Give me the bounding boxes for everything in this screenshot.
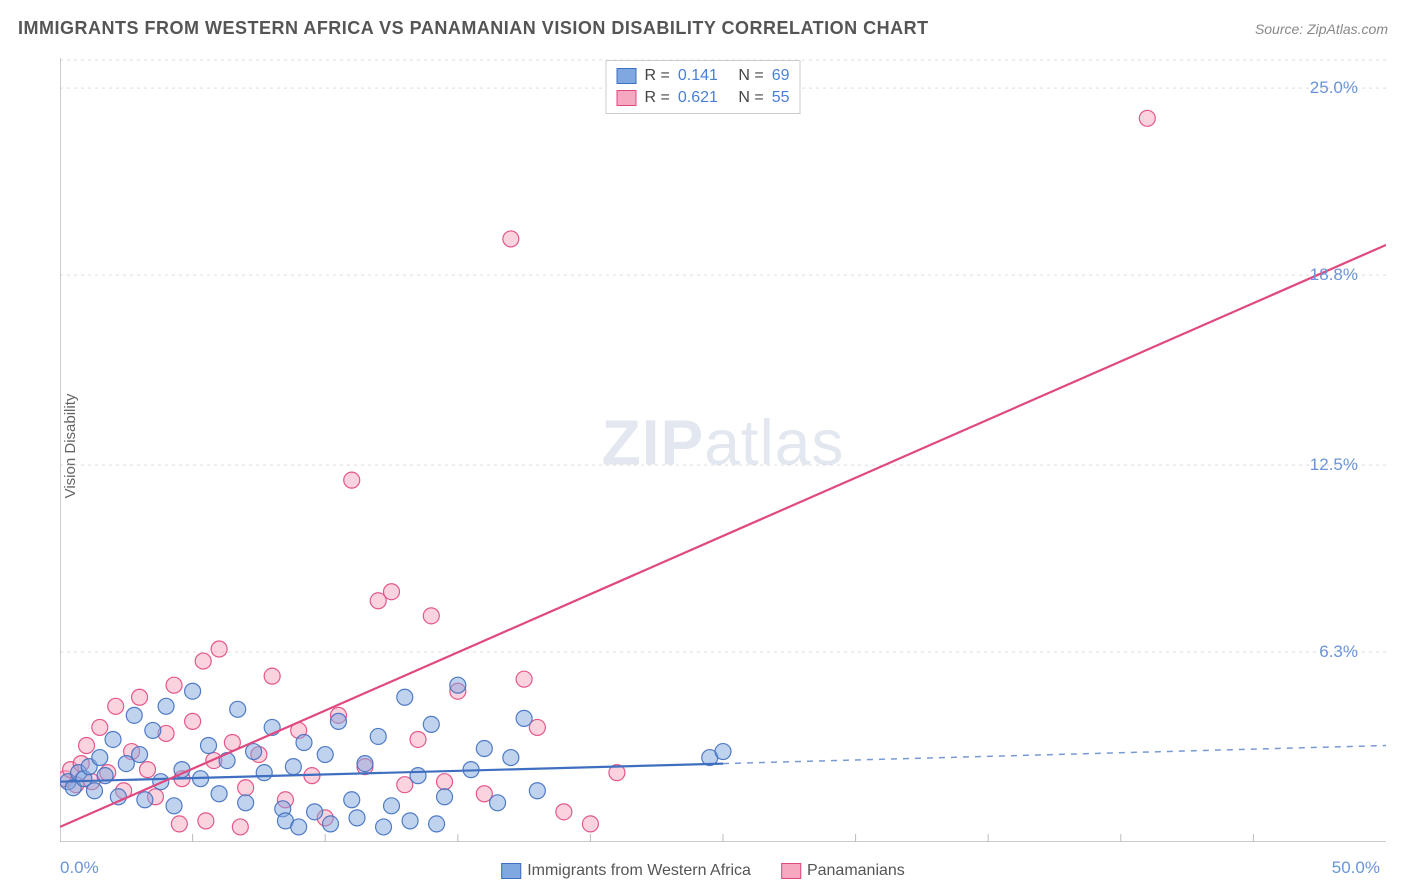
x-axis-min-label: 0.0% xyxy=(60,858,99,878)
swatch-blue-icon xyxy=(617,68,637,84)
y-tick-label: 6.3% xyxy=(1319,642,1358,662)
chart-area: ZIPatlas 6.3%12.5%18.8%25.0% xyxy=(60,58,1386,842)
legend-series-names: Immigrants from Western Africa Panamania… xyxy=(501,862,905,880)
y-tick-label: 18.8% xyxy=(1310,265,1358,285)
legend-item-pink: Panamanians xyxy=(781,862,905,880)
x-axis-max-label: 50.0% xyxy=(1332,858,1380,878)
n-label-b: N = xyxy=(738,89,763,107)
n-value-b: 55 xyxy=(772,89,790,107)
scatter-plot-svg xyxy=(60,58,1386,842)
r-label-b: R = xyxy=(645,89,670,107)
legend-correlation-box: R = 0.141 N = 69 R = 0.621 N = 55 xyxy=(606,60,801,114)
legend-row-series-b: R = 0.621 N = 55 xyxy=(617,87,790,109)
swatch-pink-icon xyxy=(617,90,637,106)
legend-label-blue: Immigrants from Western Africa xyxy=(527,862,751,880)
legend-item-blue: Immigrants from Western Africa xyxy=(501,862,751,880)
n-value-a: 69 xyxy=(772,67,790,85)
r-value-a: 0.141 xyxy=(678,67,718,85)
r-label-a: R = xyxy=(645,67,670,85)
legend-label-pink: Panamanians xyxy=(807,862,905,880)
r-value-b: 0.621 xyxy=(678,89,718,107)
n-label-a: N = xyxy=(738,67,763,85)
y-tick-label: 25.0% xyxy=(1310,78,1358,98)
source-attribution: Source: ZipAtlas.com xyxy=(1255,21,1388,37)
swatch-blue-icon xyxy=(501,863,521,879)
chart-title: IMMIGRANTS FROM WESTERN AFRICA VS PANAMA… xyxy=(18,18,929,39)
legend-row-series-a: R = 0.141 N = 69 xyxy=(617,65,790,87)
source-prefix: Source: xyxy=(1255,21,1307,37)
swatch-pink-icon xyxy=(781,863,801,879)
y-tick-label: 12.5% xyxy=(1310,455,1358,475)
header-bar: IMMIGRANTS FROM WESTERN AFRICA VS PANAMA… xyxy=(18,18,1388,39)
source-name: ZipAtlas.com xyxy=(1307,21,1388,37)
